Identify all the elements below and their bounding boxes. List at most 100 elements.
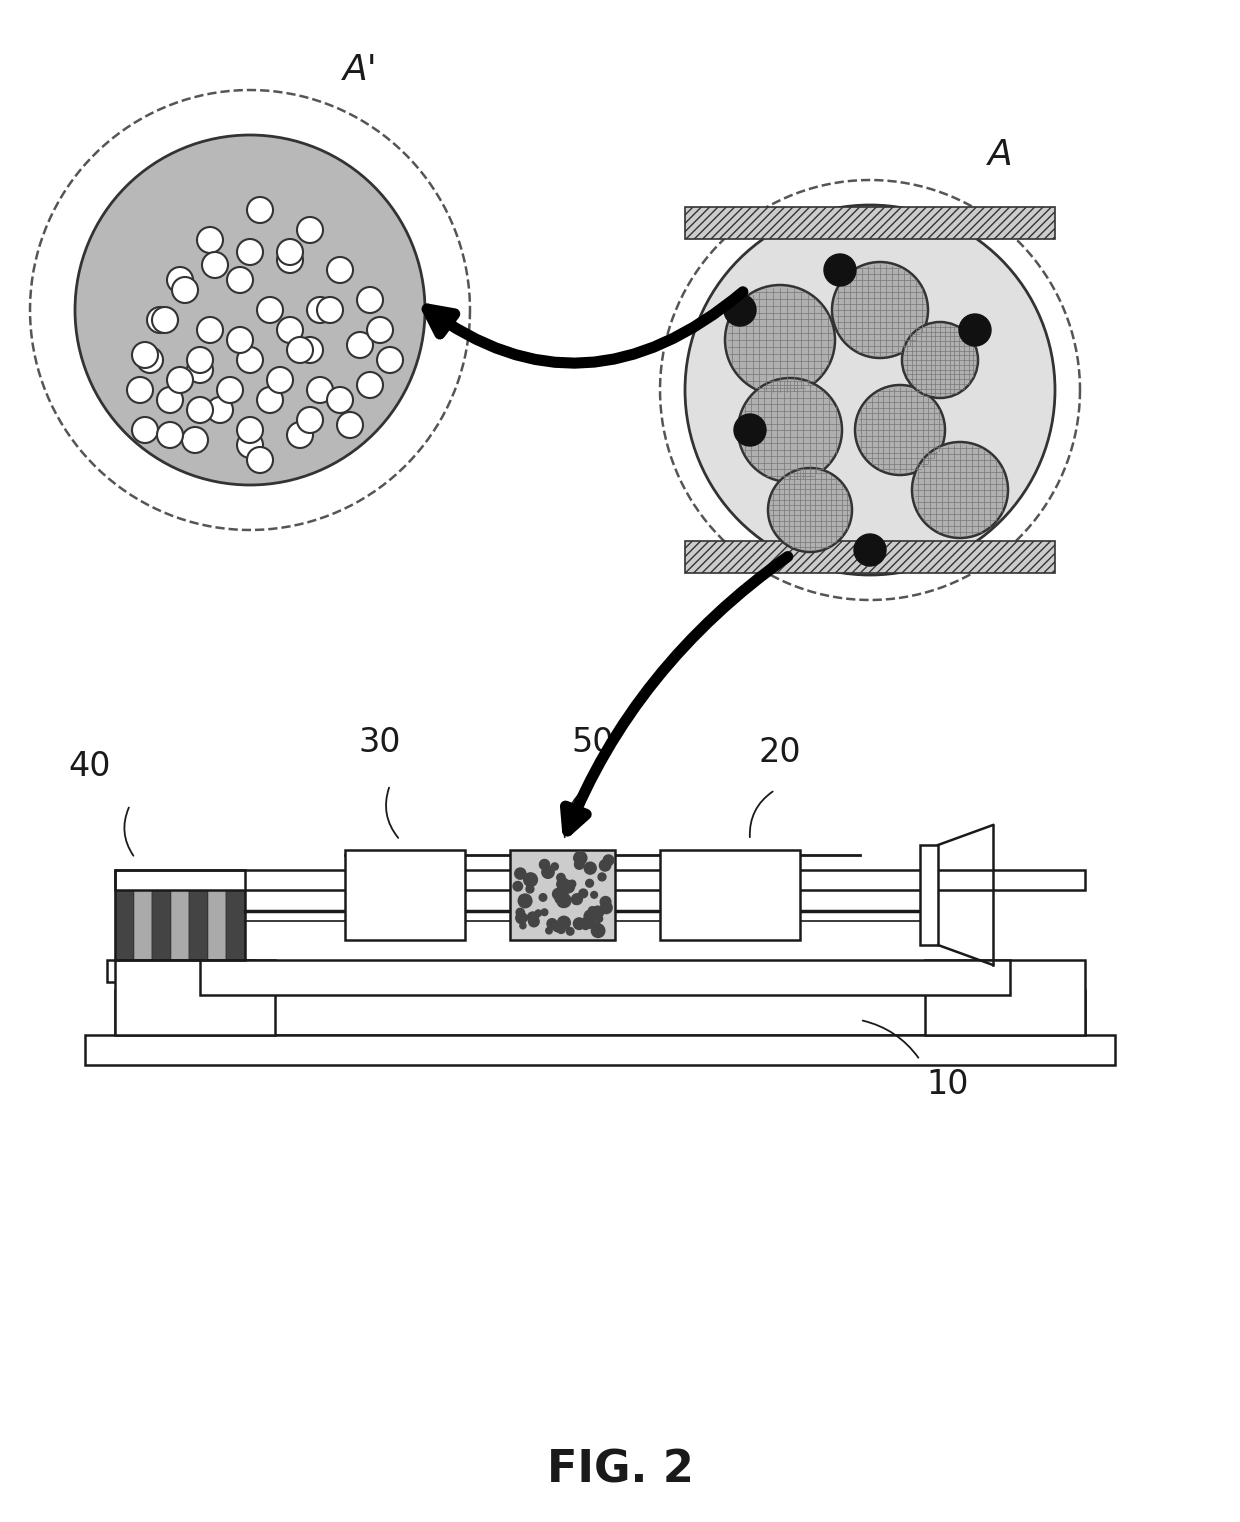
FancyBboxPatch shape: [115, 871, 134, 960]
Circle shape: [298, 406, 322, 432]
Circle shape: [527, 912, 538, 924]
FancyBboxPatch shape: [660, 849, 800, 941]
Circle shape: [557, 893, 570, 907]
Circle shape: [724, 294, 756, 326]
FancyBboxPatch shape: [153, 871, 171, 960]
Circle shape: [599, 860, 610, 871]
Circle shape: [217, 377, 243, 403]
Circle shape: [725, 285, 835, 396]
Circle shape: [286, 422, 312, 447]
Circle shape: [167, 367, 193, 393]
Circle shape: [520, 922, 526, 928]
FancyBboxPatch shape: [200, 960, 1011, 995]
Circle shape: [237, 239, 263, 265]
FancyBboxPatch shape: [684, 540, 1055, 572]
Circle shape: [74, 135, 425, 486]
Circle shape: [583, 916, 595, 928]
Circle shape: [574, 860, 584, 869]
Circle shape: [557, 878, 569, 890]
Circle shape: [594, 922, 600, 928]
Circle shape: [582, 922, 589, 930]
Text: A': A': [342, 53, 377, 87]
Circle shape: [257, 387, 283, 412]
Circle shape: [528, 916, 539, 927]
Circle shape: [596, 916, 603, 922]
FancyBboxPatch shape: [86, 1035, 1115, 1065]
Circle shape: [547, 919, 557, 928]
Circle shape: [600, 903, 613, 913]
Circle shape: [591, 906, 604, 918]
Circle shape: [317, 297, 343, 323]
Circle shape: [558, 916, 570, 928]
Circle shape: [911, 441, 1008, 537]
FancyBboxPatch shape: [510, 849, 615, 941]
Circle shape: [574, 851, 587, 864]
Circle shape: [560, 890, 568, 898]
Circle shape: [585, 880, 594, 887]
Text: 10: 10: [926, 1068, 970, 1102]
Circle shape: [516, 909, 525, 916]
Circle shape: [584, 861, 596, 874]
Circle shape: [567, 927, 574, 935]
Circle shape: [684, 205, 1055, 575]
Circle shape: [237, 432, 263, 458]
Circle shape: [768, 467, 852, 552]
Circle shape: [546, 927, 552, 935]
Circle shape: [579, 889, 588, 898]
Circle shape: [148, 307, 174, 333]
Circle shape: [557, 925, 565, 933]
Circle shape: [227, 327, 253, 353]
Circle shape: [520, 895, 527, 903]
Circle shape: [187, 358, 213, 384]
Text: 30: 30: [358, 726, 402, 758]
Circle shape: [207, 397, 233, 423]
Circle shape: [277, 239, 303, 265]
Circle shape: [901, 323, 978, 397]
Circle shape: [277, 247, 303, 272]
Circle shape: [172, 277, 198, 303]
Circle shape: [298, 218, 322, 244]
Text: FIG. 2: FIG. 2: [547, 1449, 693, 1492]
Circle shape: [959, 314, 991, 345]
FancyBboxPatch shape: [345, 849, 465, 941]
Circle shape: [327, 257, 353, 283]
Circle shape: [357, 288, 383, 314]
Circle shape: [157, 422, 184, 447]
Circle shape: [157, 387, 184, 412]
Circle shape: [854, 534, 887, 566]
Text: 50: 50: [572, 726, 614, 758]
FancyBboxPatch shape: [115, 989, 1085, 1035]
Circle shape: [247, 447, 273, 473]
Circle shape: [197, 227, 223, 253]
Circle shape: [337, 412, 363, 438]
FancyBboxPatch shape: [107, 960, 253, 982]
FancyBboxPatch shape: [134, 871, 153, 960]
Circle shape: [131, 417, 157, 443]
Circle shape: [327, 387, 353, 412]
Circle shape: [523, 872, 537, 887]
Circle shape: [591, 924, 605, 938]
Circle shape: [603, 855, 614, 866]
Circle shape: [584, 910, 598, 922]
Circle shape: [308, 377, 334, 403]
Circle shape: [518, 893, 532, 907]
Circle shape: [267, 367, 293, 393]
Circle shape: [126, 377, 153, 403]
Circle shape: [277, 317, 303, 342]
Circle shape: [832, 262, 928, 358]
FancyBboxPatch shape: [684, 207, 1055, 239]
Circle shape: [856, 385, 945, 475]
Circle shape: [541, 909, 548, 916]
Circle shape: [590, 892, 598, 898]
Circle shape: [539, 893, 547, 901]
Circle shape: [357, 371, 383, 397]
Circle shape: [167, 266, 193, 294]
Circle shape: [237, 417, 263, 443]
FancyBboxPatch shape: [920, 845, 937, 945]
Circle shape: [553, 889, 564, 900]
Circle shape: [572, 893, 583, 904]
Circle shape: [136, 347, 162, 373]
Circle shape: [513, 881, 522, 890]
Circle shape: [202, 253, 228, 279]
Circle shape: [573, 918, 585, 930]
